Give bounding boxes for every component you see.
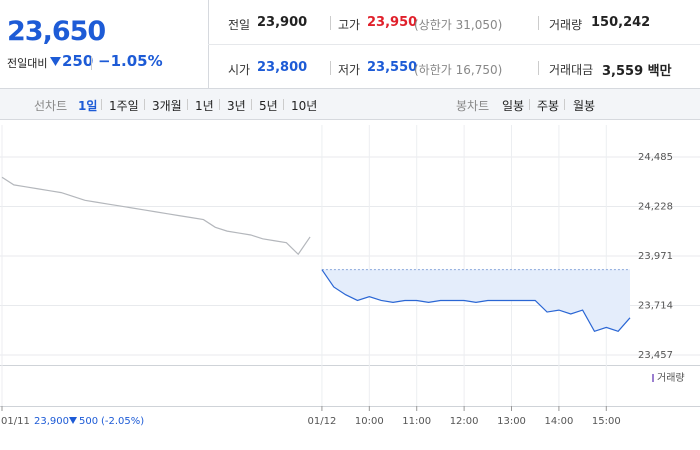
down-icon [50, 57, 61, 66]
period-tab[interactable]: 5년 [259, 99, 278, 113]
tab-divider [564, 99, 565, 110]
stat-value: 23,550 [367, 60, 418, 75]
price-box: 23,650 전일대비 250 −1.05% [0, 0, 209, 88]
tab-divider [283, 99, 284, 110]
stat-value: 23,900 [257, 15, 308, 30]
x-tick-label: 13:00 [497, 416, 526, 427]
x-tick-label: 15:00 [592, 416, 621, 427]
period-tab[interactable]: 1일 [78, 99, 98, 113]
legend-swatch [652, 374, 654, 382]
period-tab[interactable]: 3개월 [152, 99, 182, 113]
stat-label: 저가 [338, 63, 361, 77]
stat-label: 전일 [228, 18, 251, 32]
row-divider [208, 44, 700, 45]
candle-tab[interactable]: 일봉 [502, 99, 525, 113]
quote-header: 23,650 전일대비 250 −1.05% 전일 23,900 고가 23,9… [0, 0, 700, 89]
tab-divider [187, 99, 188, 110]
down-icon [69, 417, 77, 424]
period-tab[interactable]: 10년 [291, 99, 318, 113]
price: 23,650 [7, 16, 106, 47]
stat-label: 시가 [228, 63, 251, 77]
change-label: 전일대비 [7, 57, 48, 70]
x-tick-label: 12:00 [450, 416, 479, 427]
price-line [1, 176, 311, 256]
period-tab[interactable]: 1주일 [109, 99, 139, 113]
period-tabs: 선차트 1일 1주일 3개월 1년 3년 5년 10년 봉차트 일봉 주봉 월봉 [0, 89, 700, 120]
y-tick-label: 24,228 [638, 201, 673, 212]
candle-tab[interactable]: 월봉 [573, 99, 596, 113]
stat-label: 고가 [338, 18, 361, 32]
y-tick-label: 24,485 [638, 152, 673, 163]
tab-divider [101, 99, 102, 110]
tab-group-label: 선차트 [34, 99, 68, 113]
x-tick-label: 10:00 [355, 416, 384, 427]
area-fill [321, 269, 630, 332]
x-tick-label: 14:00 [544, 416, 573, 427]
tab-divider [529, 99, 530, 110]
y-tick-label: 23,971 [638, 251, 673, 262]
x-tick-label: 01/12 [308, 416, 337, 427]
y-tick-label: 23,714 [638, 300, 673, 311]
separator [330, 61, 331, 75]
separator [330, 16, 331, 30]
stat-limit: (상한가 31,050) [414, 18, 503, 32]
separator [538, 61, 539, 75]
change-pct: −1.05% [98, 52, 163, 70]
tab-group-label: 봉차트 [456, 99, 490, 113]
stat-value: 23,800 [257, 60, 308, 75]
axis-line [0, 406, 700, 407]
price-line [321, 269, 631, 333]
x-tick-label: 01/11 [1, 416, 30, 427]
panel-divider [0, 365, 700, 366]
change: 250 [62, 52, 94, 70]
stat-value: 23,950 [367, 15, 418, 30]
separator [91, 56, 92, 70]
candle-tab[interactable]: 주봉 [537, 99, 560, 113]
stat-label: 거래대금 [549, 63, 594, 77]
prev-close: 23,900 [34, 416, 69, 427]
stat-limit: (하한가 16,750) [414, 63, 503, 77]
prev-change: 500 [79, 416, 98, 427]
x-tick-label: 11:00 [402, 416, 431, 427]
legend-label: 거래량 [657, 372, 685, 384]
stat-value: 3,559 백만 [602, 64, 672, 79]
tab-divider [251, 99, 252, 110]
prev-pct: (-2.05%) [101, 416, 144, 427]
tab-divider [219, 99, 220, 110]
period-tab[interactable]: 3년 [227, 99, 246, 113]
separator [538, 16, 539, 30]
period-tab[interactable]: 1년 [195, 99, 214, 113]
stat-value: 150,242 [591, 15, 651, 30]
tab-divider [144, 99, 145, 110]
stat-label: 거래량 [549, 18, 583, 32]
y-tick-label: 23,457 [638, 350, 673, 361]
